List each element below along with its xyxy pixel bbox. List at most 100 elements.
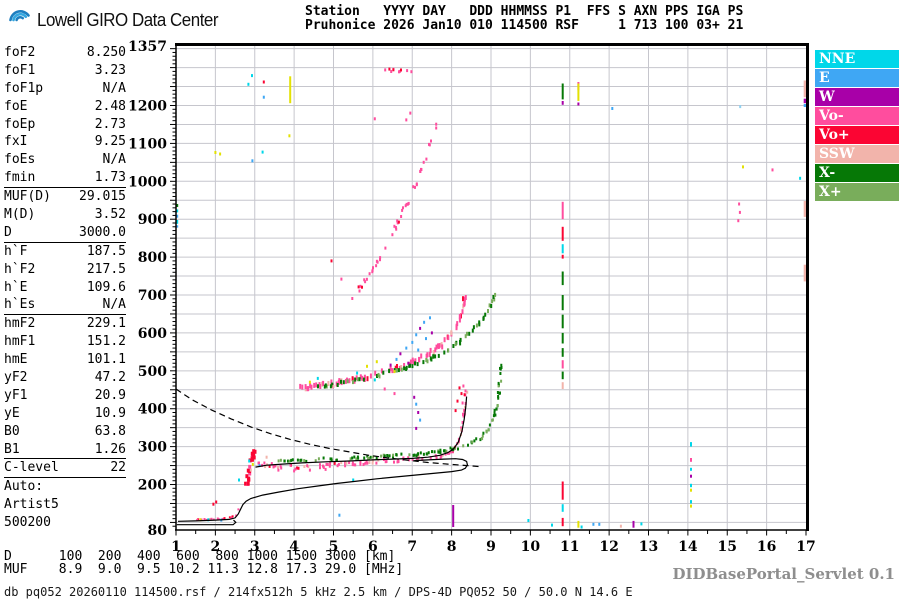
x-tick-label: 15	[718, 539, 737, 555]
trace-F-onset-spread	[244, 449, 257, 486]
x-tick-label: 3	[250, 539, 260, 555]
giro-logo: Lowell GIRO Data Center	[7, 5, 230, 35]
doppler-direction-legend: NNE E W Vo- Vo+ SSW X- X+	[815, 50, 899, 202]
x-tick-label: 7	[407, 539, 417, 555]
x-tick-label: 11	[560, 539, 579, 555]
x-tick-label: 17	[796, 539, 815, 555]
legend-item-vo+: Vo+	[815, 126, 899, 144]
param-row: C-level 22	[4, 460, 126, 476]
x-tick-label: 4	[289, 539, 299, 555]
x-tick-label: 5	[329, 539, 339, 555]
y-tick-label: 1200	[128, 99, 167, 115]
x-tick-label: 13	[639, 539, 658, 555]
interference-columns	[176, 76, 807, 528]
trace-o-mode-2nd-order	[299, 295, 467, 392]
line-true-height-profile	[177, 458, 469, 522]
legend-item-nne: NNE	[815, 50, 899, 68]
param-row: yF1 20.9	[4, 387, 126, 403]
x-tick-label: 1	[171, 539, 181, 555]
y-tick-label: 700	[138, 288, 167, 304]
param-row: D 3000.0	[4, 224, 126, 240]
y-tick-label: 80	[148, 523, 168, 539]
line-muf-transmission-curve	[176, 388, 482, 468]
legend-item-ssw: SSW	[815, 145, 899, 163]
param-row: foF1 3.23	[4, 62, 126, 78]
trace-o-mode-3rd-order	[351, 122, 438, 300]
legend-item-w: W	[815, 88, 899, 106]
param-row: MUF(D) 29.015	[4, 189, 126, 205]
param-row: hmF1 151.2	[4, 334, 126, 350]
panel-divider	[4, 187, 126, 189]
y-tick-label: 1000	[128, 174, 167, 190]
param-row: foF2 8.250	[4, 45, 126, 60]
legend-item-vo-: Vo-	[815, 107, 899, 125]
y-tick-label: 400	[138, 402, 167, 418]
panel-divider	[4, 477, 126, 479]
plot-frame	[175, 43, 809, 531]
servlet-version-label: DIDBasePortal_Servlet 0.1	[672, 565, 895, 583]
giro-wave-icon	[7, 5, 33, 35]
param-row: foEp 2.73	[4, 116, 126, 132]
axis-ticks	[170, 48, 807, 536]
logo-text: Lowell GIRO Data Center	[37, 9, 219, 30]
param-row: Auto:	[4, 479, 44, 495]
param-row: h`Es N/A	[4, 297, 126, 313]
grid	[176, 46, 806, 530]
trace-F-x-mode-1st-order	[277, 363, 503, 463]
param-row: foF1p N/A	[4, 80, 126, 96]
muf-row: MUF 8.9 9.0 9.5 10.2 11.3 12.8 17.3 29.0…	[4, 562, 404, 578]
param-row: fxI 9.25	[4, 134, 126, 150]
x-tick-label: 12	[599, 539, 618, 555]
x-tick-label: 16	[757, 539, 776, 555]
station-header-line1: Station YYYY DAY DDD HHMMSS P1 FFS S AXN…	[305, 4, 744, 19]
parameter-panel: foF2 8.250 foF1 3.23 foF1p N/A foE 2.48 foEp 2.73…	[4, 44, 126, 532]
trace-x-mode-2nd-order	[317, 292, 497, 389]
param-row: 500200	[4, 515, 51, 531]
param-row: yF2 47.2	[4, 370, 126, 386]
param-row: B1 1.26	[4, 441, 126, 457]
station-header-line2: Pruhonice 2026 Jan10 010 114500 RSF 1 71…	[305, 17, 744, 33]
param-row: foEs N/A	[4, 152, 126, 168]
status-line: db pq052 20260110 114500.rsf / 214fx512h…	[4, 585, 633, 599]
param-row: foE 2.48	[4, 98, 126, 114]
legend-item-x-: X-	[815, 164, 899, 182]
x-tick-label: 14	[678, 539, 698, 555]
noise-dots	[199, 74, 802, 529]
legend-item-x+: X+	[815, 183, 899, 201]
panel-divider	[4, 458, 126, 460]
y-tick-label: 1357	[128, 39, 167, 55]
param-row: fmin 1.73	[4, 170, 126, 186]
y-tick-label: 200	[138, 478, 167, 494]
param-row: hmF2 229.1	[4, 316, 126, 332]
y-tick-label: 500	[138, 364, 167, 380]
line-fitted-o-trace	[255, 396, 468, 468]
param-row: B0 63.8	[4, 423, 126, 439]
trace-F-o-mode-1st-order	[257, 389, 469, 471]
station-header: Station YYYY DAY DDD HHMMSS P1 FFS S AXN…	[305, 5, 743, 32]
trace-o-mode-4th-order-bits	[384, 67, 413, 74]
param-row: yE 10.9	[4, 405, 126, 421]
param-row: h`E 109.6	[4, 279, 126, 295]
panel-divider	[4, 314, 126, 316]
panel-divider	[4, 241, 126, 243]
y-tick-label: 900	[138, 212, 167, 228]
param-row: hmE 101.1	[4, 352, 126, 368]
axis-labels: 1357120011001000900800700600500400300200…	[128, 39, 816, 555]
y-tick-label: 600	[138, 326, 167, 342]
y-tick-label: 1100	[128, 136, 167, 152]
line-profile-baseline	[176, 519, 237, 526]
muf-table: D 100 200 400 600 800 1000 1500 3000 [km…	[4, 550, 403, 577]
d-row: D 100 200 400 600 800 1000 1500 3000 [km…	[4, 549, 396, 564]
analysis-lines	[176, 388, 482, 526]
param-row: h`F2 217.5	[4, 261, 126, 277]
x-tick-label: 6	[368, 539, 378, 555]
param-row: M(D) 3.52	[4, 207, 126, 223]
legend-item-e: E	[815, 69, 899, 87]
x-tick-label: 2	[211, 539, 221, 555]
param-row: h`F 187.5	[4, 243, 126, 259]
x-tick-label: 8	[447, 539, 457, 555]
param-row: Artist5	[4, 497, 59, 513]
x-tick-label: 10	[521, 539, 541, 555]
